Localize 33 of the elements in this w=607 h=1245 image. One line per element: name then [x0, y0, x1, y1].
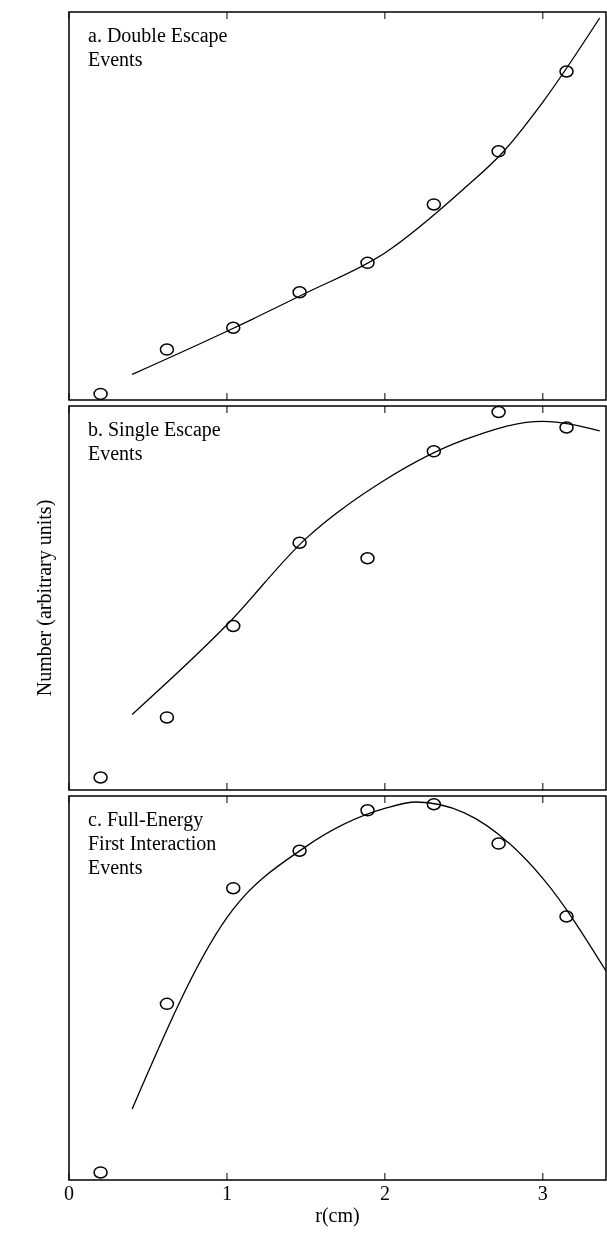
point	[226, 619, 241, 633]
x-tick-label: 3	[537, 1182, 548, 1204]
x-tick-label: 1	[221, 1182, 232, 1204]
x-axis-title: r(cm)	[315, 1204, 360, 1227]
text: b. Single Escape Events	[88, 418, 221, 464]
point	[159, 997, 175, 1011]
point	[426, 445, 442, 458]
point	[360, 552, 375, 565]
point	[93, 1166, 108, 1179]
y-axis-title: Number (arbitrary units)	[33, 499, 56, 697]
point	[292, 844, 307, 858]
point	[559, 65, 574, 78]
point	[360, 804, 375, 817]
point	[491, 145, 506, 158]
point	[360, 256, 375, 270]
point	[226, 321, 241, 335]
point	[159, 343, 175, 356]
x-tick-label: 0	[64, 1182, 74, 1204]
point	[93, 771, 108, 784]
point	[426, 798, 442, 811]
point	[559, 421, 574, 434]
point	[292, 536, 307, 550]
point	[292, 286, 307, 299]
text: c. Full-Energy First Interaction Events	[88, 808, 217, 878]
point	[93, 387, 108, 401]
point	[491, 405, 506, 419]
point	[491, 837, 506, 850]
point	[426, 198, 442, 211]
x-tick-label: 2	[379, 1182, 390, 1204]
point	[159, 711, 175, 724]
point	[559, 910, 574, 923]
point	[226, 881, 241, 895]
text: a. Double Escape Events	[88, 24, 228, 70]
